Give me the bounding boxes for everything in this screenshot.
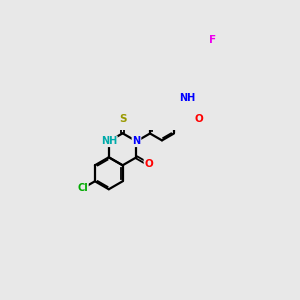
Text: O: O (195, 114, 203, 124)
Text: S: S (119, 114, 126, 124)
Text: F: F (209, 35, 217, 45)
Text: NH: NH (179, 93, 195, 103)
Text: N: N (132, 136, 140, 146)
Text: Cl: Cl (77, 183, 88, 194)
Text: NH: NH (101, 136, 117, 146)
Text: O: O (145, 159, 153, 170)
